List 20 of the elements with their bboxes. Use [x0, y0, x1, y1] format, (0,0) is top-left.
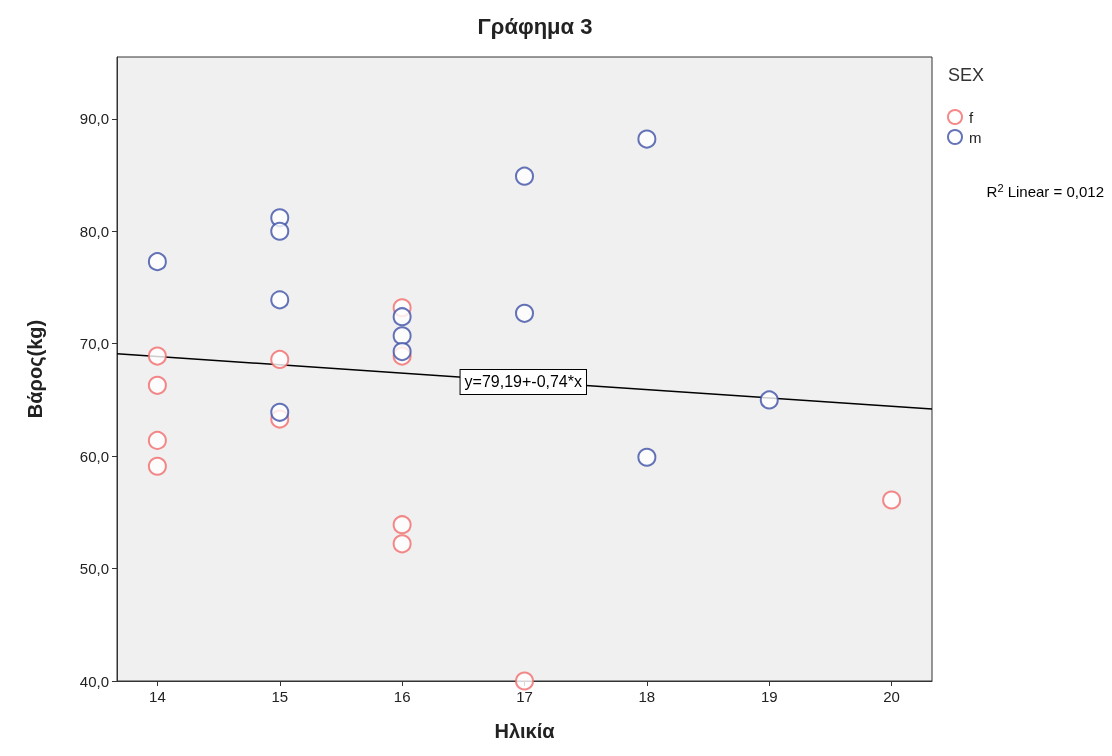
chart-title: Γράφημα 3: [477, 13, 593, 39]
legend-label: f: [969, 108, 974, 126]
y-tick-label: 50,0: [79, 560, 109, 578]
y-tick-label: 40,0: [79, 672, 109, 690]
x-tick-label: 14: [149, 688, 166, 705]
legend-title: SEX: [948, 65, 985, 85]
x-tick-label: 16: [393, 688, 411, 705]
y-tick-label: 60,0: [79, 447, 109, 465]
y-tick-label: 80,0: [79, 222, 109, 240]
x-tick-label: 18: [638, 688, 656, 705]
y-tick-label: 90,0: [79, 110, 109, 128]
legend-label: m: [969, 128, 982, 146]
annotation: y=79,19+-0,74*x: [464, 373, 582, 391]
x-axis-title: Ηλικία: [494, 720, 556, 742]
y-axis-title: Βάρος(kg): [24, 319, 46, 419]
x-tick-label: 15: [271, 688, 289, 705]
y-tick-label: 70,0: [79, 335, 109, 353]
x-tick-label: 19: [760, 688, 778, 705]
x-tick-label: 20: [883, 688, 900, 705]
x-tick-label: 17: [516, 688, 533, 705]
